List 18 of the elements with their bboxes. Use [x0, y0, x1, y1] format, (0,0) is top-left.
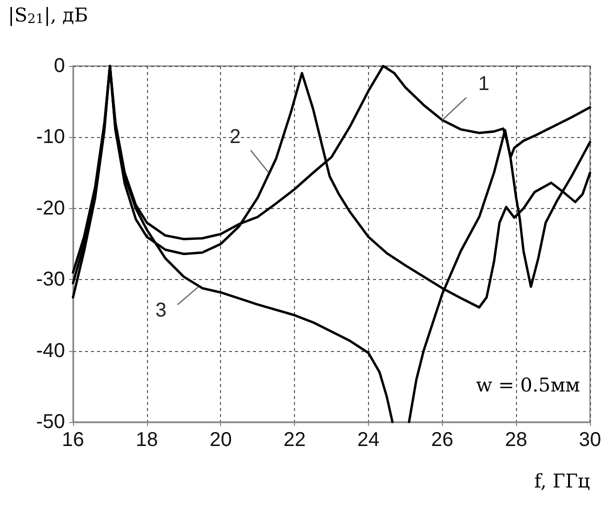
x-tick-label: 24	[357, 429, 380, 451]
x-tick-label: 28	[505, 429, 528, 451]
y-tick-label: -20	[36, 197, 65, 220]
y-tick-label: -30	[36, 268, 65, 291]
x-axis-title: f, ГГц	[534, 470, 590, 492]
y-axis-title: |S21|, дБ	[8, 4, 88, 27]
annotation: 2	[230, 126, 241, 148]
x-tick-label: 20	[210, 429, 232, 451]
annotation: w = 0.5мм	[476, 374, 580, 396]
annotation: 1	[478, 73, 490, 96]
x-tick-label: 18	[136, 429, 158, 451]
x-tick-label: 30	[578, 429, 602, 451]
annotation: 3	[155, 300, 167, 322]
y-tick-label: -40	[36, 340, 65, 362]
y-tick-label: 0	[54, 55, 65, 77]
x-tick-label: 26	[431, 429, 454, 451]
x-tick-label: 22	[283, 429, 306, 451]
y-tick-label: -10	[36, 126, 65, 148]
